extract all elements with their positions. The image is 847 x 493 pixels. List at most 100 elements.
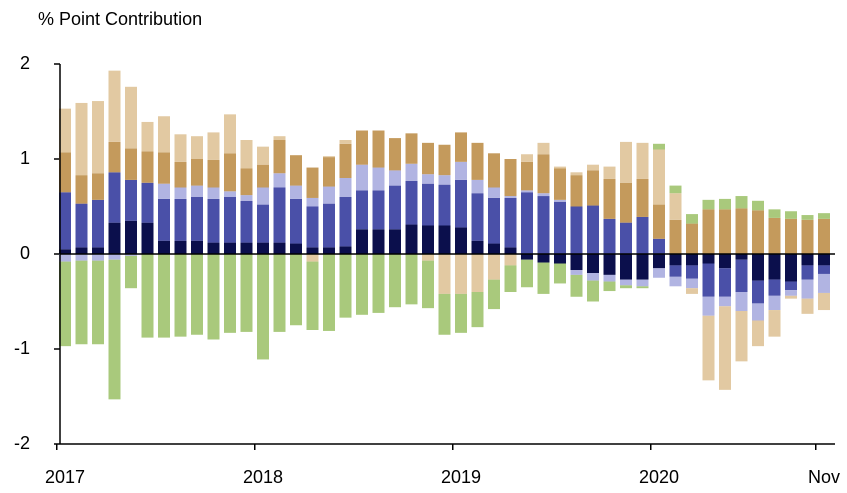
bar-segment [224,242,236,254]
bar-segment [521,154,533,162]
bar-segment [768,295,781,311]
bar-segment [702,315,715,381]
bar-segment [207,187,220,199]
bar-segment [818,213,830,219]
bar-segment [207,198,220,243]
bar-segment [653,143,665,150]
bar-segment [59,249,71,254]
bar-segment [570,270,583,275]
bar-segment [240,195,253,201]
bar-segment [587,170,599,206]
bar-segment [75,247,88,254]
bar-segment [570,172,583,176]
bar-segment [719,209,731,254]
x-tick-label: 2019 [441,467,481,487]
bar-segment [686,278,698,289]
bar-segment [554,166,566,169]
bar-segment [504,159,517,197]
bar-segment [587,254,599,273]
bar-segment [92,101,104,174]
bar-segment [306,247,319,254]
bar-segment [290,243,302,254]
bar-segment [768,217,781,254]
bar-segment [125,220,137,254]
bar-segment [224,153,236,192]
bar-segment [785,218,797,254]
bar-segment [389,185,401,230]
bar-segment [702,209,715,254]
bar-segment [92,254,104,261]
bar-segment [669,185,682,194]
bar-segment [125,255,137,289]
bar-segment [306,261,319,330]
bar-segment [455,293,467,333]
bar-segment [768,279,781,296]
bar-segment [587,205,599,254]
bar-segment [702,254,715,264]
bar-segment [504,196,517,198]
bar-segment [257,204,269,243]
bar-segment [207,159,220,188]
x-tick-label: 2018 [243,467,283,487]
bar-segment [389,254,401,308]
y-tick-label: -2 [14,433,30,453]
bar-segment [636,216,649,254]
bar-segment [422,254,434,261]
bar-segment [471,179,484,194]
bar-segment [141,254,154,338]
bar-segment [273,140,286,174]
x-tick-label: 2020 [639,467,679,487]
bar-segment [92,260,104,345]
bar-segment [768,254,781,280]
bar-segment [405,163,418,181]
bar-segment [570,254,583,271]
bar-segment [158,152,170,184]
bar-segment [603,254,616,275]
bar-segment [257,146,269,165]
bar-segment [75,102,88,176]
bar-segment [108,259,121,400]
bar-segment [719,268,731,297]
bar-segment [521,192,533,254]
x-tick-label: Nov [808,467,840,487]
bar-segment [471,292,484,328]
bar-segment [735,292,748,311]
bar-segment [422,183,434,226]
bar-segment [603,178,616,219]
bar-segment [488,187,500,198]
bar-segment [752,200,764,211]
bar-segment [257,164,269,188]
bar-segment [669,219,682,254]
bar-segment [422,174,434,184]
bar-segment [752,320,764,347]
bar-segment [719,198,731,210]
bar-segment [636,279,649,287]
bar-segment [587,280,599,302]
bar-segment [752,303,764,321]
bar-segment [636,254,649,280]
bar-segment [686,265,698,279]
bar-segment [207,254,220,340]
bar-segment [719,296,731,307]
bar-segment [636,286,649,289]
bar-segment [455,254,467,294]
bar-segment [801,254,814,266]
bar-segment [191,159,203,186]
bar-segment [306,254,319,262]
bar-segment [158,254,170,338]
bar-segment [108,70,121,142]
bar-segment [191,240,203,254]
bar-segment [108,222,121,254]
bar-segment [158,116,170,153]
bar-segment [669,265,682,277]
bar-segment [191,185,203,197]
bar-segment [818,218,830,254]
bar-segment [372,190,385,230]
bar-segment [141,121,154,152]
bar-segment [339,143,352,178]
y-tick-label: 1 [20,148,30,168]
bar-segment [620,254,632,280]
bar-segment [108,254,121,260]
bar-segment [174,161,187,188]
